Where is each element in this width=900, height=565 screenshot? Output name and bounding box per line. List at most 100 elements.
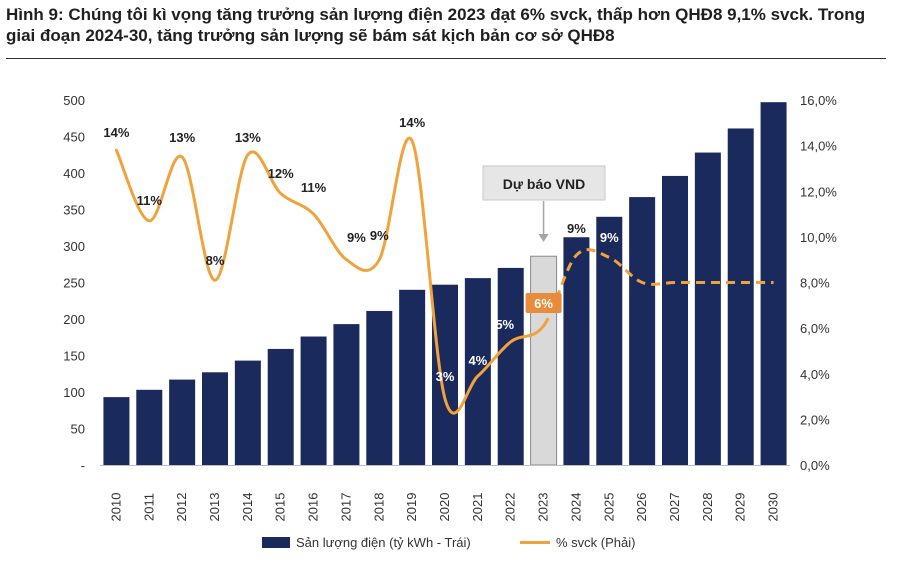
legend-line-swatch [520,541,550,544]
left-tick-label: 500 [63,93,85,108]
data-label-2019: 14% [399,115,425,130]
right-tick-label: 16,0% [800,93,837,108]
x-tick-label: 2020 [437,493,452,522]
figure-title: Hình 9: Chúng tôi kì vọng tăng trưởng sả… [6,5,866,45]
left-tick-label: 400 [63,166,85,181]
annotation-text: Dự báo VND [503,176,585,192]
data-label-2018: 9% [370,228,389,243]
x-tick-label: 2016 [306,493,321,522]
x-tick-label: 2012 [174,493,189,522]
bar-2029 [727,128,754,465]
x-tick-label: 2019 [404,493,419,522]
left-tick-label: 50 [71,422,85,437]
data-label-2015: 12% [268,166,294,181]
data-label-2020: 3% [436,369,455,384]
combo-chart: - 50 100 150 200 250 300 350 400 450 500 0,0% 2,0% 4… [63,93,837,522]
legend-bar-swatch [262,537,290,548]
bar-2025 [596,216,623,465]
x-tick-label: 2026 [634,493,649,522]
bar-2020 [432,284,458,465]
forecast-annotation: Dự báo VND [482,165,606,242]
line-series [114,136,774,415]
bar-2014 [234,360,261,465]
left-axis: - 50 100 150 200 250 300 350 400 450 500 [63,93,85,473]
x-axis: 2010 2011 2012 2013 2014 2015 2016 2017 2018 2019… [108,493,780,522]
x-tick-label: 2024 [568,493,583,522]
right-tick-label: 0,0% [800,458,830,473]
bar-series [100,102,790,466]
right-tick-label: 2,0% [800,412,830,427]
bar-2026 [629,197,656,465]
bar-2013 [202,372,228,465]
legend-item-bars: Sản lượng điện (tỷ kWh - Trái) [262,535,471,550]
x-tick-label: 2010 [108,493,123,522]
x-tick-label: 2015 [273,493,288,522]
bar-2024 [563,237,590,465]
left-tick-label: 150 [63,349,85,364]
x-tick-label: 2022 [503,493,518,522]
bar-2027 [662,175,688,466]
right-tick-label: 12,0% [800,184,837,199]
bar-2017 [333,324,360,465]
right-axis: 0,0% 2,0% 4,0% 6,0% 8,0% 10,0% 12,0% 14,0% 16,0% [800,93,837,473]
data-label-2023: 6% [534,296,553,311]
bar-2019 [399,289,426,465]
legend-label-bars: Sản lượng điện (tỷ kWh - Trái) [296,535,471,550]
data-label-2016: 11% [301,180,327,195]
bar-2028 [694,152,721,465]
bar-2016 [300,336,327,465]
x-tick-label: 2028 [700,493,715,522]
data-label-2013: 8% [206,253,225,268]
left-tick-label: 300 [63,239,85,254]
left-tick-label: 200 [63,312,85,327]
x-tick-label: 2025 [601,493,616,522]
x-tick-label: 2014 [240,493,255,522]
right-tick-label: 14,0% [800,139,837,154]
bar-2011 [136,389,163,465]
right-tick-label: 6,0% [800,321,830,336]
legend-label-line: % svck (Phải) [556,535,636,550]
left-tick-label: 350 [63,203,85,218]
growth-line-forecast [542,248,774,327]
data-label-2022: 5% [495,317,514,332]
bar-2023 [530,255,558,466]
x-tick-label: 2017 [338,493,353,522]
data-label-2024: 9% [567,221,586,236]
x-tick-label: 2018 [371,493,386,522]
bar-2021 [464,278,491,465]
data-labels: 14% 11% 13% 8% 13% 12% 11% 9% 9% 14% 3% 4% 5% 6% 9% 9% [103,115,619,384]
bar-2018 [366,310,393,465]
data-label-2025: 9% [600,230,619,245]
x-tick-label: 2021 [470,493,485,522]
x-tick-label: 2029 [733,493,748,522]
legend-item-line: % svck (Phải) [520,535,635,550]
x-tick-label: 2027 [667,493,682,522]
data-label-2012: 13% [169,130,195,145]
data-label-2014: 13% [235,130,261,145]
left-tick-label: 450 [63,130,85,145]
data-label-2017: 9% [347,230,366,245]
annotation-arrow-head [538,234,549,242]
x-tick-label: 2030 [766,493,781,522]
bar-2010 [103,397,130,465]
x-tick-label: 2011 [141,493,156,521]
bar-2015 [267,348,294,465]
x-tick-label: 2013 [207,493,222,522]
x-tick-label: 2023 [536,493,551,522]
right-tick-label: 10,0% [800,230,837,245]
legend: Sản lượng điện (tỷ kWh - Trái) % svck (P… [0,533,900,559]
title-divider [6,58,886,59]
data-label-2010: 14% [103,125,129,140]
bar-2012 [169,379,196,465]
left-tick-label: - [81,458,85,473]
annotation-box [482,165,606,201]
highlight-label-box [525,293,562,313]
growth-line-actual [114,136,546,415]
right-tick-label: 8,0% [800,276,830,291]
left-tick-label: 100 [63,385,85,400]
data-label-2021: 4% [468,353,487,368]
data-label-2011: 11% [137,193,163,208]
bar-2022 [497,267,524,465]
right-tick-label: 4,0% [800,367,830,382]
left-tick-label: 250 [63,276,85,291]
